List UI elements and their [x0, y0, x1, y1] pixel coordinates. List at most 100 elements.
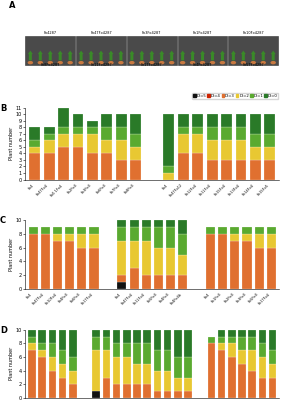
Ellipse shape: [47, 61, 53, 64]
Bar: [49, 343, 56, 357]
Bar: [228, 336, 235, 343]
Ellipse shape: [241, 93, 246, 97]
Bar: [248, 371, 256, 398]
Bar: [116, 114, 127, 127]
Ellipse shape: [88, 93, 94, 97]
Bar: [77, 234, 86, 248]
Bar: [207, 127, 217, 140]
FancyArrow shape: [149, 51, 154, 60]
FancyArrow shape: [271, 83, 276, 93]
Bar: [207, 160, 217, 180]
Ellipse shape: [129, 93, 135, 97]
FancyArrow shape: [98, 51, 103, 60]
Bar: [130, 160, 141, 180]
Bar: [269, 378, 276, 398]
Bar: [255, 234, 264, 248]
Text: Fo12Fo4: Fo12Fo4: [184, 183, 198, 196]
Text: Fo5Fo4: Fo5Fo4: [247, 292, 259, 304]
Bar: [230, 234, 239, 241]
Ellipse shape: [28, 93, 33, 97]
Bar: [28, 343, 36, 350]
Ellipse shape: [190, 93, 195, 97]
Bar: [102, 140, 112, 154]
Bar: [267, 234, 276, 248]
FancyArrow shape: [149, 83, 154, 93]
Bar: [123, 357, 131, 384]
Bar: [113, 384, 120, 398]
Ellipse shape: [28, 61, 33, 64]
Ellipse shape: [58, 61, 63, 64]
Bar: [142, 275, 151, 289]
FancyArrow shape: [129, 51, 134, 60]
FancyArrow shape: [190, 51, 195, 60]
Text: Fo4287: Fo4287: [44, 31, 57, 35]
Ellipse shape: [149, 93, 155, 97]
Bar: [228, 330, 235, 336]
Bar: [58, 134, 69, 147]
Ellipse shape: [190, 61, 195, 64]
FancyArrow shape: [210, 83, 215, 93]
Bar: [117, 282, 126, 289]
Ellipse shape: [98, 61, 104, 64]
Ellipse shape: [169, 93, 174, 97]
Bar: [178, 255, 187, 275]
FancyArrow shape: [231, 51, 236, 60]
Bar: [265, 134, 275, 147]
Text: Fo47Fo4: Fo47Fo4: [121, 292, 134, 306]
Ellipse shape: [220, 61, 225, 64]
Bar: [255, 248, 264, 289]
Bar: [58, 147, 69, 180]
Bar: [178, 275, 187, 289]
FancyArrow shape: [58, 83, 63, 93]
Bar: [65, 241, 74, 289]
Bar: [49, 330, 56, 343]
Bar: [29, 154, 40, 180]
Y-axis label: Plant number: Plant number: [8, 127, 14, 160]
Bar: [250, 134, 261, 147]
FancyArrow shape: [118, 83, 124, 93]
FancyArrow shape: [200, 51, 205, 60]
FancyArrow shape: [241, 83, 246, 93]
Bar: [259, 330, 266, 343]
Bar: [154, 248, 163, 275]
Bar: [207, 140, 217, 160]
FancyArrow shape: [169, 83, 174, 93]
Bar: [218, 343, 225, 350]
Text: Fo4Fo4: Fo4Fo4: [159, 292, 171, 304]
Ellipse shape: [38, 61, 43, 64]
Bar: [58, 108, 69, 127]
FancyArrow shape: [89, 83, 94, 93]
Ellipse shape: [241, 61, 246, 64]
Ellipse shape: [159, 93, 164, 97]
Bar: [267, 248, 276, 289]
Ellipse shape: [38, 93, 43, 97]
FancyArrow shape: [190, 83, 195, 93]
Bar: [129, 241, 139, 268]
Bar: [259, 343, 266, 357]
Text: Fo6Fo4: Fo6Fo4: [70, 292, 82, 304]
Bar: [123, 384, 131, 398]
Bar: [259, 357, 266, 378]
FancyArrow shape: [98, 83, 103, 93]
Bar: [102, 154, 112, 180]
Bar: [38, 357, 46, 398]
Bar: [192, 127, 203, 134]
FancyArrow shape: [180, 83, 185, 93]
Text: Fo8Fo4: Fo8Fo4: [124, 183, 136, 195]
Bar: [103, 330, 110, 336]
Ellipse shape: [159, 61, 164, 64]
Text: Fo10Fo4: Fo10Fo4: [44, 292, 58, 306]
Bar: [259, 378, 266, 398]
Text: Fo7Fo4: Fo7Fo4: [109, 183, 121, 195]
Text: Fo3Fo4: Fo3Fo4: [235, 292, 247, 304]
Bar: [243, 234, 252, 241]
Bar: [129, 227, 139, 241]
Bar: [166, 220, 175, 227]
Bar: [69, 384, 77, 398]
Bar: [113, 343, 120, 357]
Bar: [44, 134, 55, 140]
Ellipse shape: [88, 61, 94, 64]
Ellipse shape: [108, 61, 114, 64]
Bar: [178, 114, 189, 127]
Bar: [221, 127, 232, 140]
